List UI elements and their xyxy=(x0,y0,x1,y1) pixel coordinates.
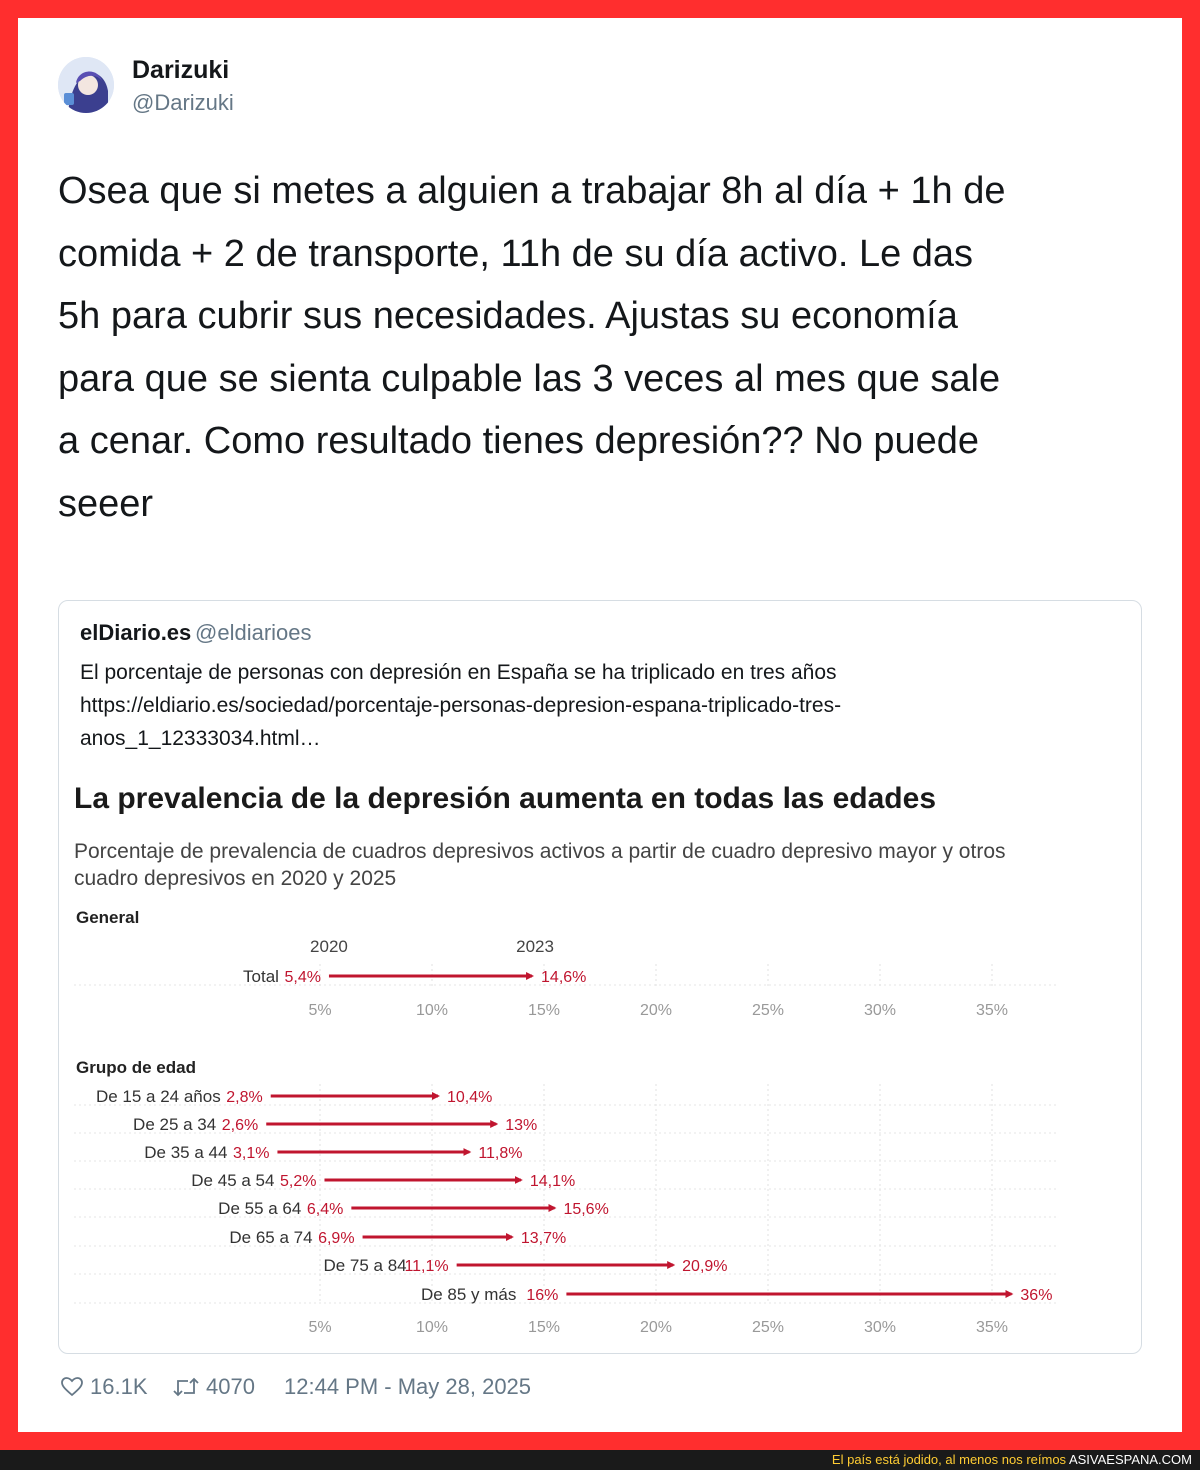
retweet-button[interactable]: 4070 xyxy=(172,1374,255,1400)
quoted-tweet[interactable] xyxy=(58,600,1142,1354)
footer-caption: El país está jodido, al menos nos reímos xyxy=(831,1452,1069,1467)
avatar[interactable] xyxy=(58,57,114,113)
like-count: 16.1K xyxy=(90,1374,148,1399)
x-tick-label: 20% xyxy=(640,1002,672,1019)
start-value-label: 16% xyxy=(526,1287,558,1304)
x-tick-label: 10% xyxy=(416,1319,448,1336)
tweet-text: Osea que si metes a alguien a trabajar 8… xyxy=(58,170,1006,525)
x-tick-label: 35% xyxy=(976,1319,1008,1336)
start-value-label: 6,4% xyxy=(307,1201,343,1218)
start-value-label: 6,9% xyxy=(318,1230,354,1247)
x-tick-label: 10% xyxy=(416,1002,448,1019)
heart-icon xyxy=(61,1377,83,1397)
like-button[interactable]: 16.1K xyxy=(60,1374,148,1400)
row-label: De 25 a 34 xyxy=(133,1115,216,1134)
avatar-image xyxy=(58,57,114,113)
end-value-label: 36% xyxy=(1020,1287,1052,1304)
start-year-label: 2020 xyxy=(310,937,348,956)
x-tick-label: 20% xyxy=(640,1319,672,1336)
row-label: De 65 a 74 xyxy=(229,1228,312,1247)
footer-site[interactable]: ASIVAESPANA.COM xyxy=(1068,1452,1192,1467)
end-value-label: 15,6% xyxy=(563,1201,608,1218)
end-value-label: 14,1% xyxy=(530,1173,575,1190)
x-tick-label: 15% xyxy=(528,1002,560,1019)
chart-title: La prevalencia de la depresión aumenta e… xyxy=(74,782,937,815)
start-value-label: 2,6% xyxy=(222,1117,258,1134)
end-value-label: 14,6% xyxy=(541,969,586,986)
retweet-count: 4070 xyxy=(206,1374,255,1399)
x-tick-label: 5% xyxy=(308,1002,331,1019)
retweet-icon xyxy=(173,1377,199,1397)
end-value-label: 20,9% xyxy=(682,1258,727,1275)
row-label: De 35 a 44 xyxy=(144,1143,227,1162)
x-tick-label: 35% xyxy=(976,1002,1008,1019)
row-label: De 45 a 54 xyxy=(191,1171,274,1190)
panel-title: Grupo de edad xyxy=(76,1058,196,1077)
author-handle[interactable]: @Darizuki xyxy=(132,90,234,115)
start-value-label: 11,1% xyxy=(404,1258,448,1275)
author-name[interactable]: Darizuki xyxy=(132,56,230,84)
start-value-label: 5,4% xyxy=(284,969,320,986)
row-label: De 85 y más xyxy=(421,1285,516,1304)
row-label: De 15 a 24 años xyxy=(96,1087,221,1106)
footer-bar: El país está jodido, al menos nos reímos… xyxy=(0,1450,1200,1470)
start-value-label: 2,8% xyxy=(226,1089,262,1106)
x-tick-label: 25% xyxy=(752,1319,784,1336)
x-tick-label: 5% xyxy=(308,1319,331,1336)
end-value-label: 13,7% xyxy=(521,1230,566,1247)
end-year-label: 2023 xyxy=(516,937,554,956)
end-value-label: 11,8% xyxy=(478,1145,522,1162)
x-tick-label: 30% xyxy=(864,1319,896,1336)
start-value-label: 3,1% xyxy=(233,1145,269,1162)
x-tick-label: 30% xyxy=(864,1002,896,1019)
row-label: De 75 a 84 xyxy=(323,1256,406,1275)
x-tick-label: 15% xyxy=(528,1319,560,1336)
tweet-timestamp[interactable]: 12:44 PM - May 28, 2025 xyxy=(284,1374,531,1400)
chart-subtitle: Porcentaje de prevalencia de cuadros dep… xyxy=(74,840,1006,890)
timestamp-text: 12:44 PM - May 28, 2025 xyxy=(284,1374,532,1399)
quoted-author-name[interactable]: elDiario.es xyxy=(80,620,192,645)
panel-title: General xyxy=(76,908,139,927)
start-value-label: 5,2% xyxy=(280,1173,316,1190)
quoted-text[interactable]: El porcentaje de personas con depresión … xyxy=(80,661,842,750)
end-value-label: 13% xyxy=(505,1117,537,1134)
row-label: Total xyxy=(243,967,279,986)
end-value-label: 10,4% xyxy=(447,1089,492,1106)
row-label: De 55 a 64 xyxy=(218,1199,301,1218)
quoted-author-handle[interactable]: @eldiarioes xyxy=(195,620,312,645)
x-tick-label: 25% xyxy=(752,1002,784,1019)
